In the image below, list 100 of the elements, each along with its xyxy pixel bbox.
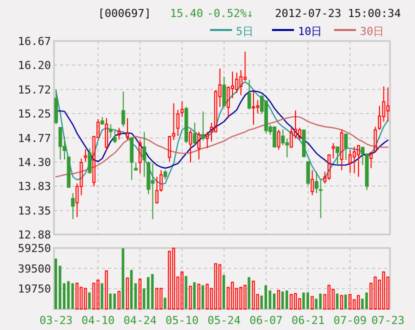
bar bbox=[310, 296, 314, 310]
bar bbox=[172, 248, 176, 310]
candlestick bbox=[163, 170, 168, 180]
bar bbox=[113, 294, 116, 309]
legend-label: 10日 bbox=[298, 25, 322, 38]
candlestick bbox=[348, 149, 352, 174]
bar bbox=[202, 285, 204, 309]
bar bbox=[92, 282, 96, 310]
bar bbox=[88, 292, 91, 309]
bar bbox=[206, 284, 209, 310]
bar bbox=[100, 283, 104, 309]
bar bbox=[151, 274, 154, 309]
candlestick bbox=[252, 91, 256, 126]
y-tick-label: 15.72 bbox=[18, 84, 51, 97]
text: -0.52%↓ bbox=[207, 7, 254, 20]
bar bbox=[184, 276, 188, 309]
x-tick-label: 07-09 bbox=[334, 314, 367, 327]
bar bbox=[356, 295, 360, 310]
bar bbox=[168, 250, 171, 310]
y-tick-label: 15.25 bbox=[18, 108, 51, 120]
bar bbox=[155, 288, 158, 310]
y-tick-label: 19750 bbox=[18, 282, 51, 296]
bar bbox=[332, 288, 335, 310]
bar bbox=[272, 294, 276, 309]
bar bbox=[286, 290, 288, 309]
y-tick-label: 59250 bbox=[18, 242, 51, 255]
bar bbox=[193, 282, 196, 309]
y-tick-label: 13.83 bbox=[18, 180, 51, 193]
x-tick-label: 06-07 bbox=[250, 314, 283, 327]
bar bbox=[71, 283, 74, 309]
bar bbox=[230, 282, 234, 310]
bar bbox=[281, 292, 284, 309]
x-tick-label: 06-21 bbox=[292, 314, 325, 327]
candlestick bbox=[386, 86, 390, 122]
bar bbox=[244, 284, 246, 310]
y-tick-label: 14.77 bbox=[18, 132, 51, 146]
y-tick-label: 12.88 bbox=[18, 228, 51, 242]
chart-title: [000697] bbox=[98, 7, 151, 20]
bar bbox=[290, 294, 293, 310]
bar bbox=[365, 292, 368, 309]
candlestick bbox=[150, 163, 155, 220]
bar bbox=[134, 283, 137, 309]
x-tick-label: 05-10 bbox=[166, 314, 199, 327]
bar bbox=[328, 284, 330, 310]
x-tick-label: 07-23 bbox=[371, 314, 404, 327]
bar bbox=[67, 281, 70, 309]
candlestick bbox=[108, 124, 113, 138]
candlestick bbox=[352, 146, 356, 174]
y-tick-label: 16.20 bbox=[18, 58, 51, 72]
bar bbox=[96, 280, 100, 310]
candlestick bbox=[71, 192, 75, 220]
bar bbox=[80, 286, 83, 310]
text: 15.40 bbox=[170, 7, 204, 20]
candlestick bbox=[318, 179, 323, 219]
bar bbox=[197, 284, 200, 310]
bar bbox=[294, 293, 297, 310]
bar bbox=[54, 258, 58, 309]
bar bbox=[109, 294, 112, 309]
y-tick-label: 14.30 bbox=[18, 156, 51, 169]
text: 2012-07-23 15:00:34 bbox=[275, 7, 402, 20]
bar bbox=[84, 288, 87, 310]
bar bbox=[239, 286, 242, 310]
candlestick bbox=[285, 138, 289, 158]
bar bbox=[76, 282, 78, 310]
candlestick bbox=[247, 79, 252, 110]
bar bbox=[130, 270, 133, 309]
bar bbox=[382, 271, 386, 310]
y-tick-label: 39500 bbox=[18, 262, 51, 276]
y-tick-label: 13.35 bbox=[18, 204, 51, 218]
bar bbox=[222, 275, 226, 309]
bar bbox=[302, 292, 305, 309]
bar bbox=[344, 294, 347, 309]
bar bbox=[214, 263, 218, 310]
candlestick bbox=[121, 91, 126, 128]
bar bbox=[348, 294, 352, 310]
bar bbox=[306, 292, 310, 309]
bar bbox=[126, 278, 129, 310]
bar bbox=[160, 288, 162, 310]
y-tick-label: 16.67 bbox=[18, 35, 51, 48]
x-tick-label: 04-10 bbox=[82, 314, 115, 327]
bar bbox=[336, 294, 338, 309]
bar bbox=[138, 278, 142, 310]
legend-label: 30日 bbox=[360, 25, 384, 38]
legend-label: 5日 bbox=[236, 25, 254, 38]
bar bbox=[252, 280, 255, 310]
bar bbox=[188, 286, 192, 310]
line-series bbox=[56, 116, 388, 178]
bar bbox=[319, 294, 322, 309]
bar bbox=[164, 298, 166, 309]
bar bbox=[277, 290, 280, 310]
bar bbox=[180, 271, 184, 310]
bar bbox=[122, 248, 124, 309]
bar bbox=[361, 298, 364, 309]
bar bbox=[374, 276, 377, 310]
x-tick-label: 05-24 bbox=[208, 314, 242, 327]
candlestick bbox=[222, 76, 226, 108]
bar bbox=[146, 277, 150, 309]
x-tick-label: 03-23 bbox=[40, 314, 73, 327]
bar bbox=[218, 264, 222, 310]
bar bbox=[264, 285, 268, 309]
